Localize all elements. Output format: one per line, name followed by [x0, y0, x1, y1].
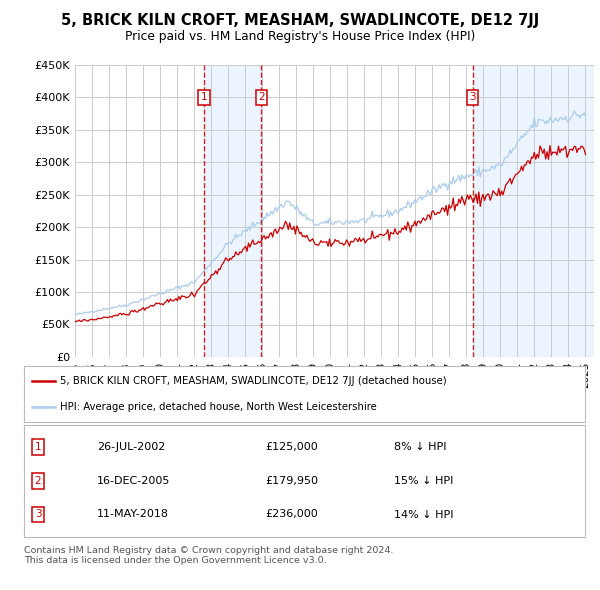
Text: £125,000: £125,000: [265, 442, 318, 452]
Text: 1: 1: [35, 442, 41, 452]
Text: HPI: Average price, detached house, North West Leicestershire: HPI: Average price, detached house, Nort…: [61, 402, 377, 412]
Text: 5, BRICK KILN CROFT, MEASHAM, SWADLINCOTE, DE12 7JJ: 5, BRICK KILN CROFT, MEASHAM, SWADLINCOT…: [61, 13, 539, 28]
Text: 16-DEC-2005: 16-DEC-2005: [97, 476, 170, 486]
Text: 2: 2: [258, 93, 265, 102]
Text: £179,950: £179,950: [265, 476, 318, 486]
Text: 3: 3: [35, 510, 41, 519]
Text: 3: 3: [469, 93, 476, 102]
Text: 1: 1: [200, 93, 207, 102]
Text: 14% ↓ HPI: 14% ↓ HPI: [394, 510, 454, 519]
Bar: [473, 65, 594, 357]
Text: 26-JUL-2002: 26-JUL-2002: [97, 442, 166, 452]
Text: 5, BRICK KILN CROFT, MEASHAM, SWADLINCOTE, DE12 7JJ (detached house): 5, BRICK KILN CROFT, MEASHAM, SWADLINCOT…: [61, 376, 447, 386]
Text: 15% ↓ HPI: 15% ↓ HPI: [394, 476, 454, 486]
Text: Price paid vs. HM Land Registry's House Price Index (HPI): Price paid vs. HM Land Registry's House …: [125, 30, 475, 43]
Bar: [204, 65, 262, 357]
Text: Contains HM Land Registry data © Crown copyright and database right 2024.
This d: Contains HM Land Registry data © Crown c…: [24, 546, 394, 565]
Text: 11-MAY-2018: 11-MAY-2018: [97, 510, 169, 519]
Text: 8% ↓ HPI: 8% ↓ HPI: [394, 442, 447, 452]
Text: £236,000: £236,000: [265, 510, 318, 519]
Text: 2: 2: [35, 476, 41, 486]
